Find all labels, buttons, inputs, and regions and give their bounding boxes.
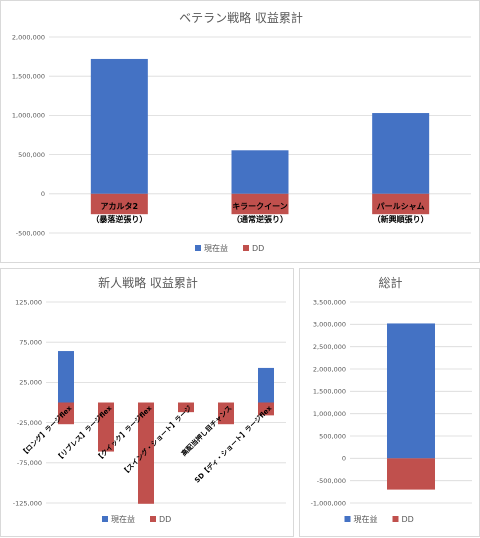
y-tick-label: 500,000 — [319, 432, 346, 440]
dd-bar — [387, 458, 435, 490]
y-tick-label: -500,000 — [16, 229, 45, 237]
legend-swatch-profit — [102, 516, 108, 522]
profit-bar — [387, 323, 435, 459]
y-tick-label: -75,000 — [17, 459, 42, 467]
category-sublabel: （暴落逆張り） — [91, 214, 147, 224]
category-label: パールシャム — [377, 201, 425, 211]
profit-bar — [58, 351, 74, 403]
legend-swatch-dd — [243, 245, 249, 251]
y-tick-label: 0 — [41, 190, 45, 198]
legend-label-profit: 現在益 — [111, 514, 135, 524]
y-tick-label: -500,000 — [317, 477, 346, 485]
legend-label-dd: DD — [159, 515, 171, 524]
y-tick-label: 2,500,000 — [313, 343, 346, 351]
veteran-strategy-chart: ベテラン戦略 収益累計 -500,000 0 500,000 1,000,000 1,50… — [0, 0, 480, 263]
legend-swatch-dd — [150, 516, 156, 522]
legend-swatch-profit — [344, 516, 351, 522]
dd-bar — [58, 402, 74, 425]
y-tick-label: 2,000,000 — [313, 365, 346, 373]
newcomer-strategy-chart: 新人戦略 収益累計 -125,000 -75,000 -25,000 25,000 75,… — [0, 268, 294, 537]
newcomer-chart-svg: 新人戦略 収益累計 -125,000 -75,000 -25,000 25,000 75,… — [13, 275, 286, 524]
total-chart-svg: 総計 -1,000,000 -500,000 0 500,000 1,000,000 1,5… — [311, 275, 472, 524]
y-tick-label: 2,000,000 — [12, 33, 45, 41]
chart-title: 総計 — [378, 275, 402, 290]
legend-label-profit: 現在益 — [204, 243, 228, 253]
y-tick-label: 1,000,000 — [12, 112, 45, 120]
dd-bar — [372, 193, 430, 215]
y-tick-label: 75,000 — [19, 339, 42, 347]
y-tick-label: 25,000 — [19, 379, 42, 387]
profit-bar — [231, 150, 289, 194]
y-tick-label: 3,000,000 — [313, 321, 346, 329]
y-tick-label: 1,000,000 — [313, 410, 346, 418]
category-sublabel: （新興順張り） — [373, 214, 429, 224]
y-tick-label: 3,500,000 — [313, 298, 346, 306]
legend-label-profit: 現在益 — [354, 514, 378, 524]
dd-bar — [231, 193, 289, 215]
dd-bar — [178, 402, 194, 413]
profit-bar — [90, 58, 148, 194]
legend-swatch-dd — [392, 516, 399, 522]
category-label: 【スイング・ショート】ラージ — [120, 403, 194, 477]
y-tick-label: 1,500,000 — [313, 388, 346, 396]
y-tick-label: -125,000 — [13, 499, 42, 507]
legend-label-dd: DD — [252, 244, 264, 253]
y-tick-label: 1,500,000 — [12, 73, 45, 81]
veteran-chart-svg: ベテラン戦略 収益累計 -500,000 0 500,000 1,000,000 1,50… — [12, 10, 471, 253]
profit-bar — [372, 113, 430, 194]
y-tick-label: 500,000 — [18, 151, 45, 159]
category-sublabel: （通常逆張り） — [232, 214, 288, 224]
dd-bar — [90, 193, 148, 215]
chart-title: ベテラン戦略 収益累計 — [179, 10, 303, 25]
dd-bar — [138, 402, 154, 504]
category-label: キラークイーン — [232, 201, 288, 211]
category-label: アカルタ2 — [101, 201, 139, 211]
chart-title: 新人戦略 収益累計 — [98, 275, 198, 290]
profit-bar — [258, 367, 274, 403]
y-tick-label: 0 — [342, 455, 346, 463]
legend-swatch-profit — [195, 245, 201, 251]
y-tick-label: 125,000 — [15, 298, 42, 306]
y-tick-label: -25,000 — [17, 419, 42, 427]
dd-bar — [258, 402, 274, 416]
dd-bar — [218, 402, 234, 425]
legend-label-dd: DD — [402, 515, 414, 524]
dd-bar — [98, 402, 114, 452]
total-chart: 総計 -1,000,000 -500,000 0 500,000 1,000,000 1,5… — [299, 268, 480, 537]
y-tick-label: -1,000,000 — [311, 499, 346, 507]
